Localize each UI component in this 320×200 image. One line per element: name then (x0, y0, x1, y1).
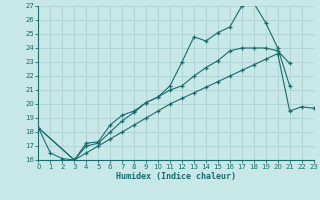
X-axis label: Humidex (Indice chaleur): Humidex (Indice chaleur) (116, 172, 236, 181)
